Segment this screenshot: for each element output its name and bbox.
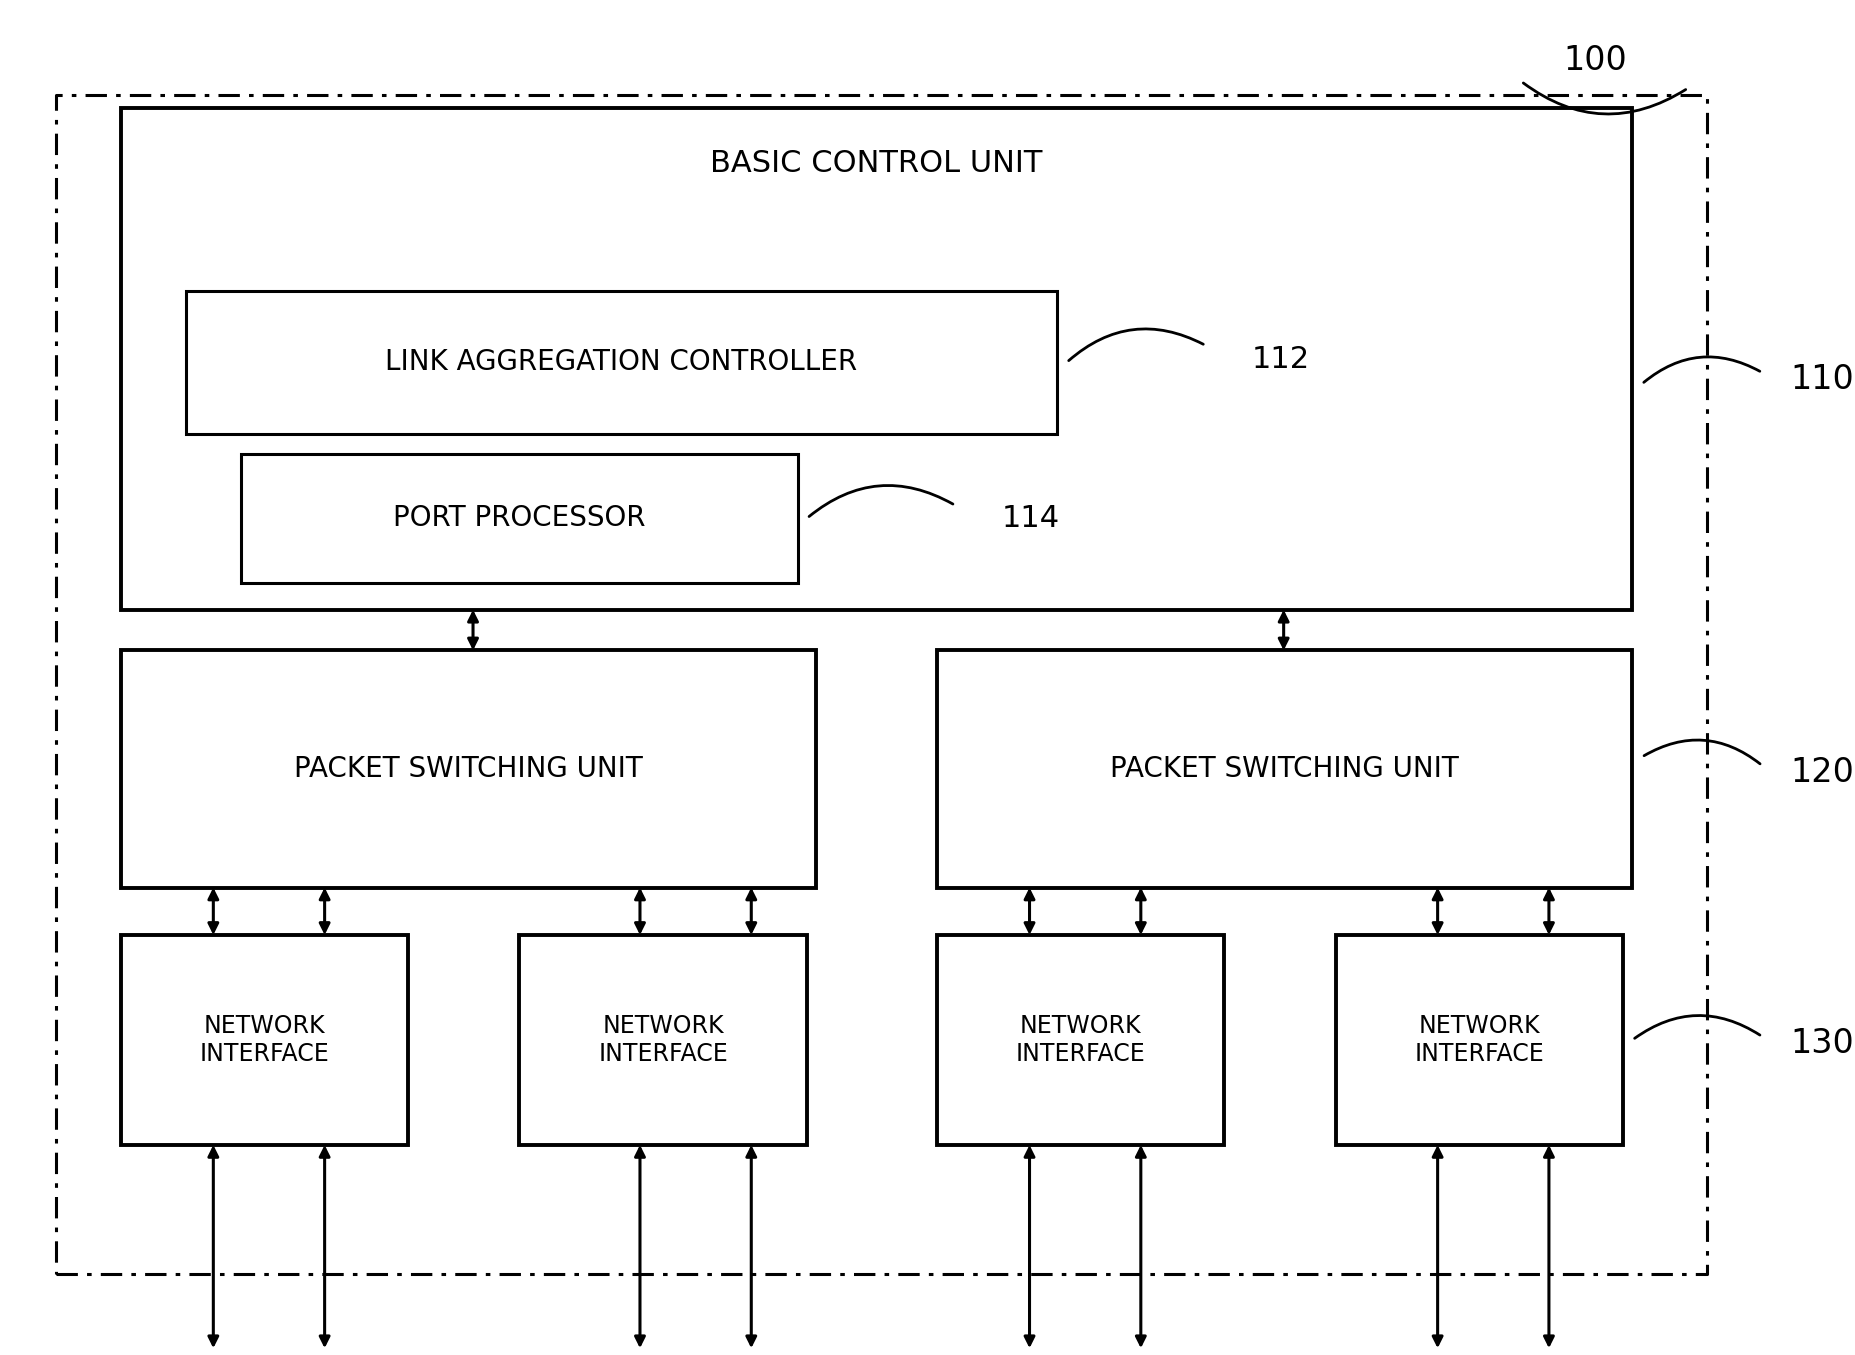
Text: 100: 100 — [1564, 45, 1627, 77]
Text: 120: 120 — [1790, 756, 1853, 789]
Text: NETWORK
INTERFACE: NETWORK INTERFACE — [200, 1014, 328, 1066]
FancyArrowPatch shape — [809, 485, 953, 516]
Text: PACKET SWITCHING UNIT: PACKET SWITCHING UNIT — [1109, 755, 1460, 783]
Text: PACKET SWITCHING UNIT: PACKET SWITCHING UNIT — [293, 755, 644, 783]
FancyArrowPatch shape — [1644, 356, 1760, 382]
Text: 112: 112 — [1252, 344, 1310, 374]
Text: 114: 114 — [1002, 504, 1059, 534]
Bar — [519, 935, 807, 1145]
Bar — [937, 935, 1224, 1145]
Bar — [1336, 935, 1623, 1145]
Text: BASIC CONTROL UNIT: BASIC CONTROL UNIT — [710, 149, 1043, 178]
Text: NETWORK
INTERFACE: NETWORK INTERFACE — [1017, 1014, 1145, 1066]
FancyArrowPatch shape — [1523, 83, 1686, 114]
Bar — [121, 935, 408, 1145]
Text: NETWORK
INTERFACE: NETWORK INTERFACE — [599, 1014, 727, 1066]
Bar — [241, 454, 798, 583]
Bar — [121, 650, 816, 888]
Bar — [121, 108, 1632, 610]
FancyArrowPatch shape — [1644, 740, 1760, 764]
Text: 130: 130 — [1790, 1027, 1853, 1060]
FancyArrowPatch shape — [1634, 1015, 1760, 1038]
FancyArrowPatch shape — [1068, 329, 1204, 360]
Text: LINK AGGREGATION CONTROLLER: LINK AGGREGATION CONTROLLER — [386, 348, 857, 377]
Text: PORT PROCESSOR: PORT PROCESSOR — [393, 504, 646, 533]
Bar — [937, 650, 1632, 888]
Text: NETWORK
INTERFACE: NETWORK INTERFACE — [1415, 1014, 1543, 1066]
Bar — [186, 291, 1057, 434]
Text: 110: 110 — [1790, 363, 1853, 396]
